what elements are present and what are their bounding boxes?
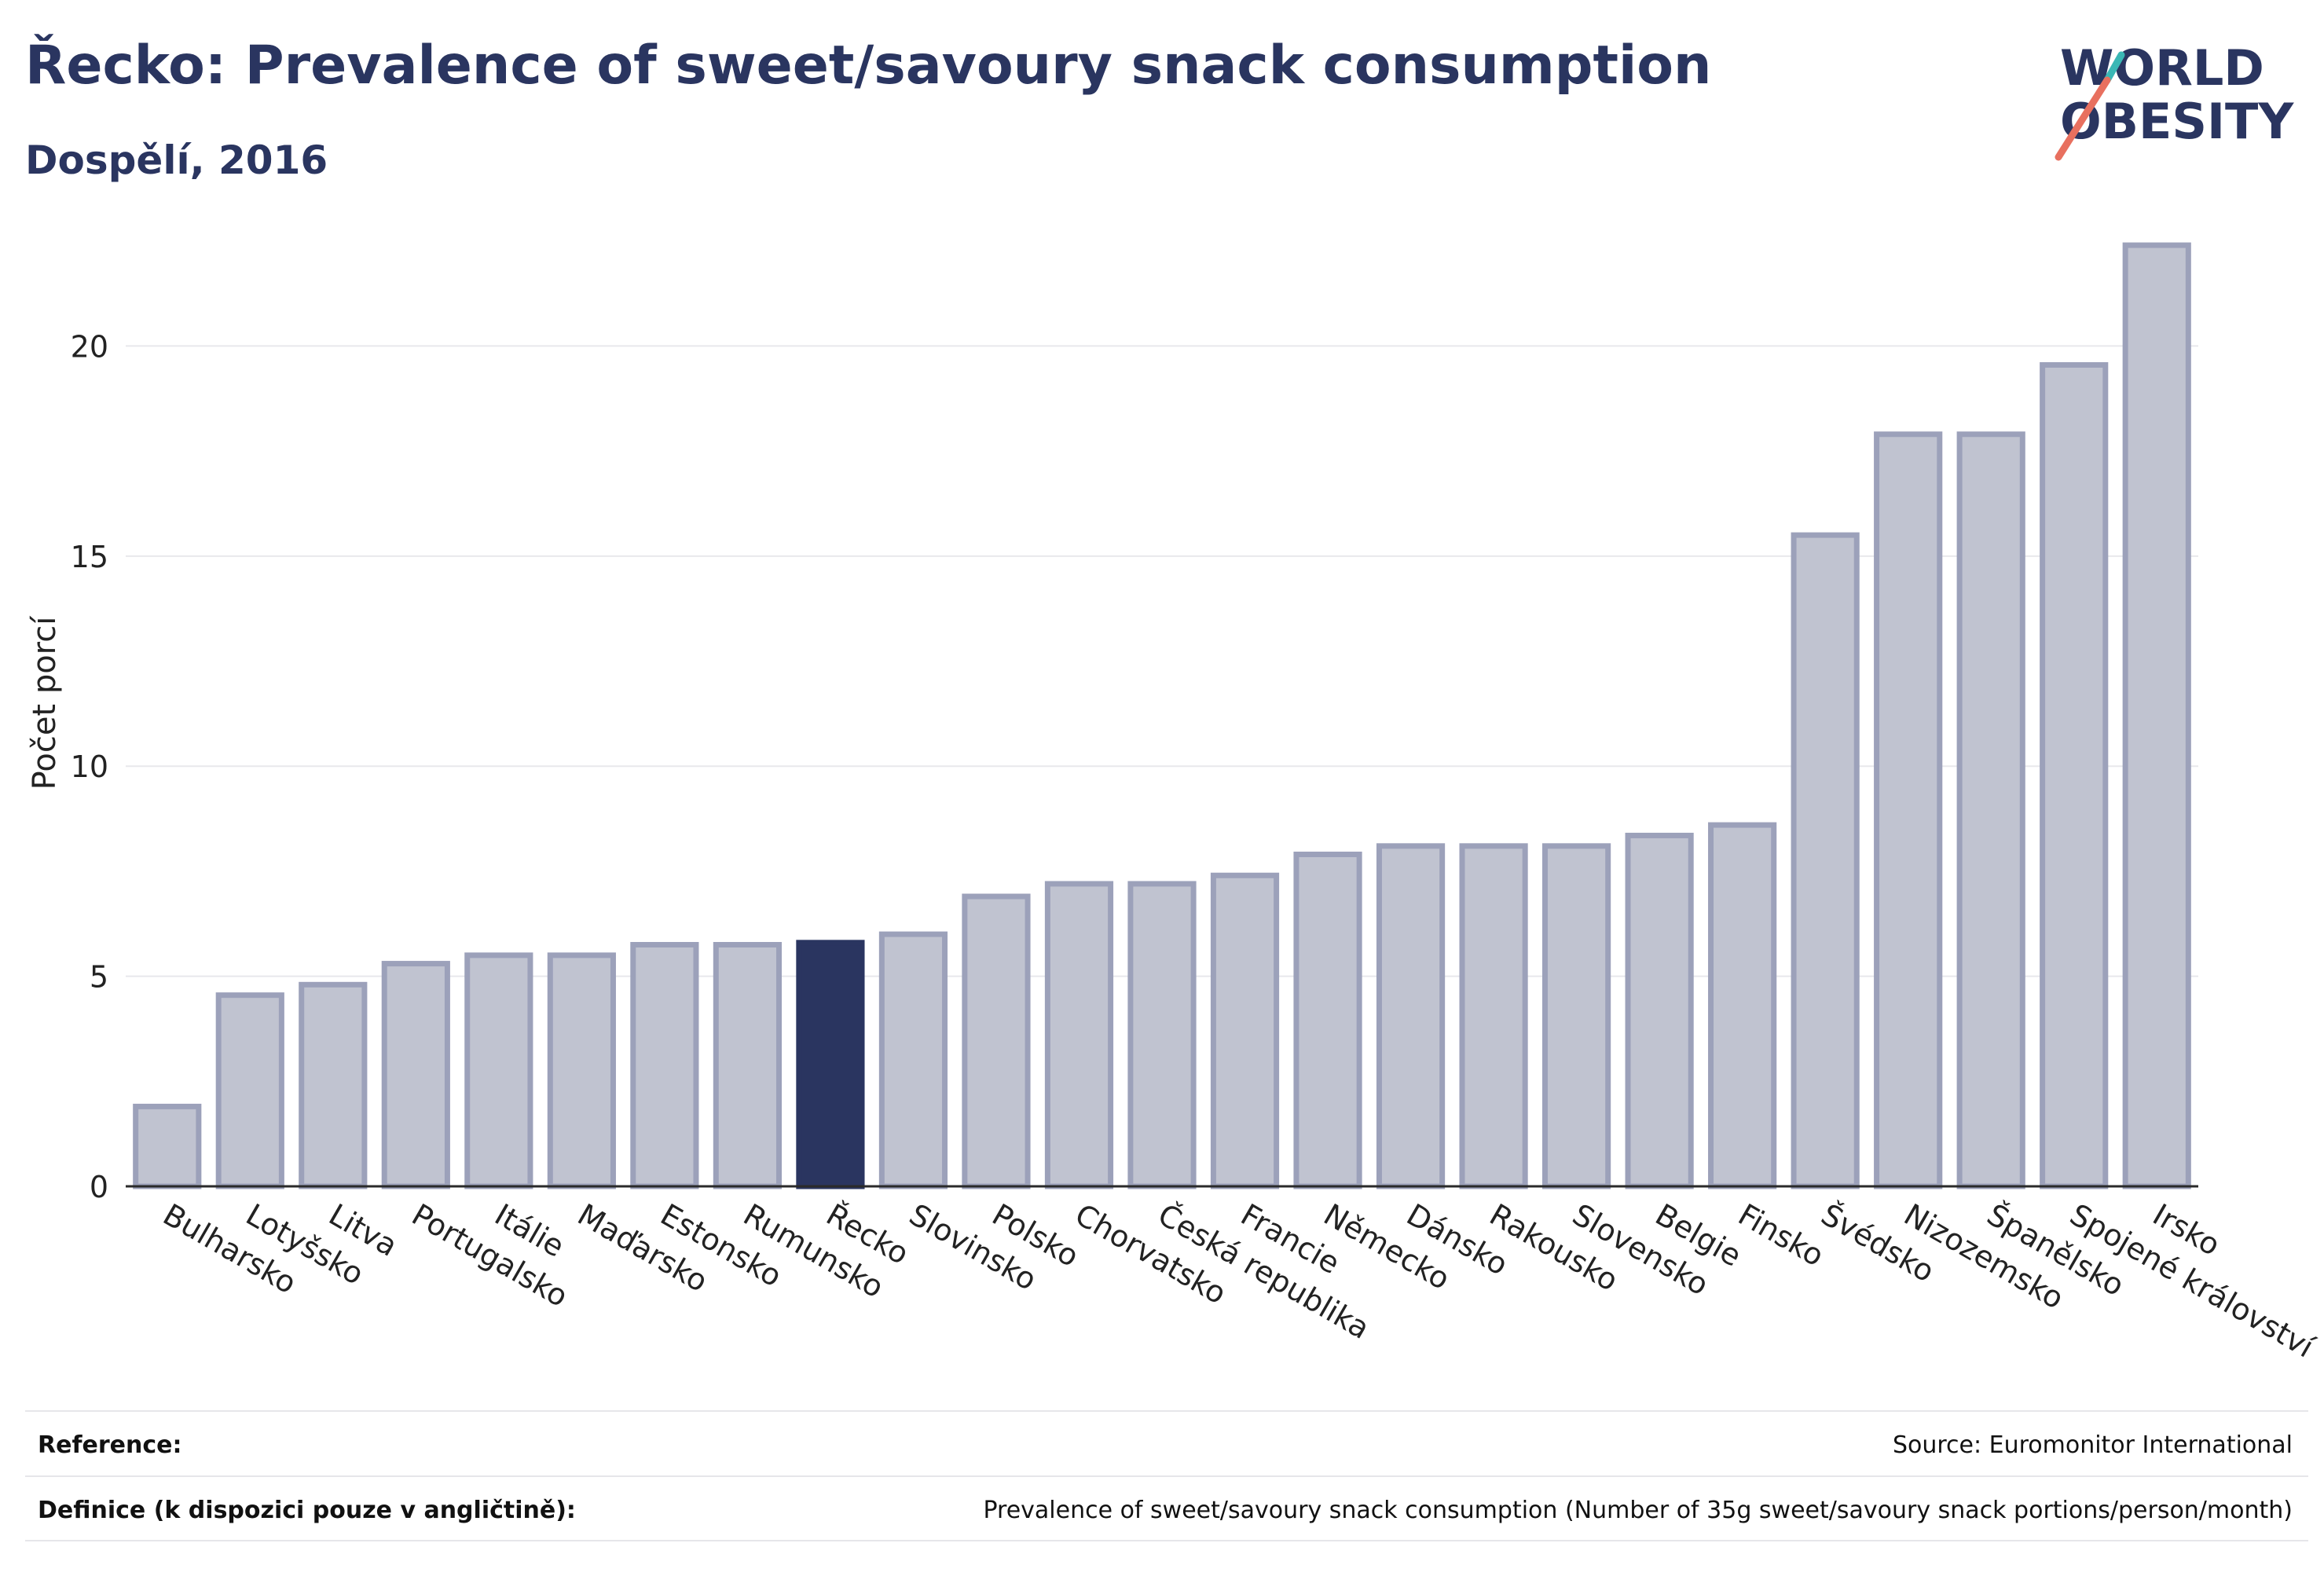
reference-value: Source: Euromonitor International bbox=[1892, 1431, 2293, 1459]
bar-18 bbox=[1542, 843, 1611, 1189]
bar-8 bbox=[713, 942, 782, 1189]
reference-label: Reference: bbox=[38, 1431, 182, 1459]
bar-3 bbox=[299, 981, 368, 1189]
bar-10 bbox=[878, 931, 948, 1189]
logo-line-1: WORLD bbox=[2060, 39, 2264, 97]
bar-20 bbox=[1708, 822, 1777, 1189]
footer-divider-top bbox=[25, 1410, 2308, 1412]
bar-11 bbox=[962, 893, 1031, 1189]
y-tick-label: 0 bbox=[90, 1170, 108, 1204]
y-tick-label: 5 bbox=[90, 960, 108, 995]
definition-label: Definice (k dispozici pouze v angličtině… bbox=[38, 1497, 576, 1524]
bar-5 bbox=[464, 952, 533, 1189]
bar-17 bbox=[1459, 843, 1528, 1189]
y-tick-label: 15 bbox=[71, 540, 108, 574]
bar-23 bbox=[1956, 431, 2025, 1189]
bar-21 bbox=[1791, 532, 1860, 1189]
y-tick-label: 10 bbox=[71, 750, 108, 784]
bar-7 bbox=[630, 942, 699, 1189]
bar-12 bbox=[1044, 881, 1114, 1189]
y-axis-ticks: 0 5 10 15 20 bbox=[71, 329, 108, 1204]
bar-2 bbox=[215, 992, 284, 1189]
bar-14 bbox=[1210, 872, 1280, 1189]
bar-15 bbox=[1293, 852, 1362, 1189]
definition-value: Prevalence of sweet/savoury snack consum… bbox=[983, 1497, 2293, 1524]
logo-slash-teal bbox=[2103, 51, 2125, 84]
bar-22 bbox=[1874, 431, 1943, 1189]
bar-13 bbox=[1127, 881, 1197, 1189]
bar-24 bbox=[2040, 362, 2109, 1189]
bar-25 bbox=[2122, 242, 2191, 1189]
page-title: Řecko: Prevalence of sweet/savoury snack… bbox=[25, 35, 1712, 97]
bar-19 bbox=[1625, 832, 1694, 1189]
logo-slash-coral bbox=[2055, 76, 2111, 161]
bar-16 bbox=[1376, 843, 1446, 1189]
y-axis-label: Počet porcí bbox=[27, 615, 63, 790]
x-tick-label: Finsko bbox=[1732, 1197, 1830, 1274]
bar-4 bbox=[381, 961, 450, 1189]
world-obesity-logo: WORLD OBESITY bbox=[2055, 39, 2294, 161]
bar-1 bbox=[133, 1103, 202, 1189]
bar-6 bbox=[547, 952, 616, 1189]
logo-line-2: OBESITY bbox=[2060, 93, 2294, 150]
bar-9 bbox=[796, 940, 865, 1189]
y-tick-label: 20 bbox=[71, 329, 108, 364]
footer-divider-bottom bbox=[25, 1540, 2308, 1541]
footer-divider-middle bbox=[25, 1475, 2308, 1477]
bars bbox=[133, 242, 2191, 1189]
page-subtitle: Dospělí, 2016 bbox=[25, 137, 328, 183]
